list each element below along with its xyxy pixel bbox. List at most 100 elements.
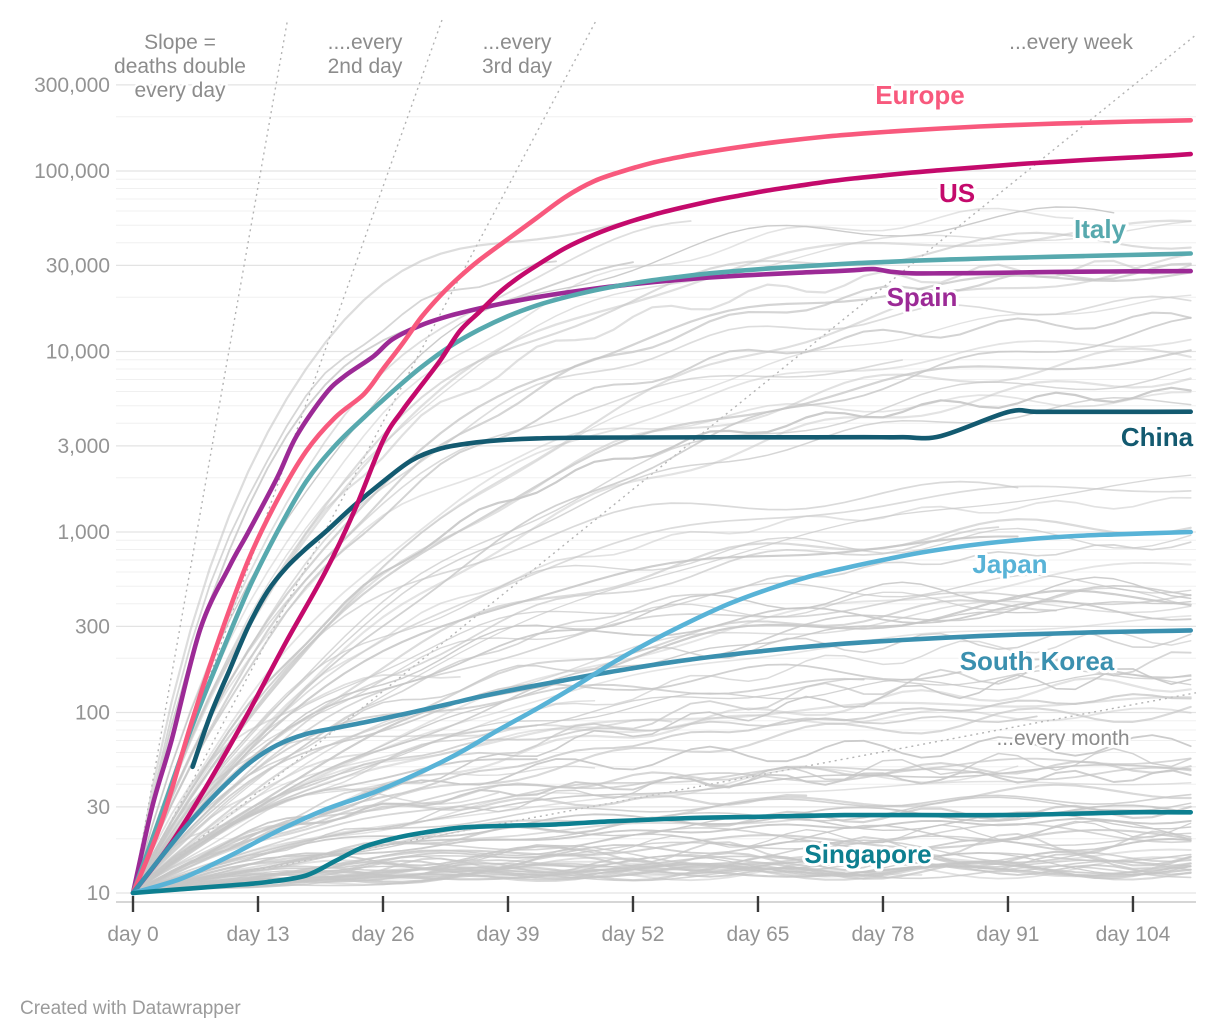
guide-double-every-day <box>132 19 289 894</box>
background-country-line <box>132 668 1192 894</box>
background-country-line <box>132 391 1192 894</box>
datawrapper-credit: Created with Datawrapper <box>20 998 241 1019</box>
slope-guides <box>132 19 1197 894</box>
annotation-double-every-3rd-day: ...every 3rd day <box>482 31 553 78</box>
y-tick-label: 300,000 <box>34 74 110 97</box>
y-tick-label: 100,000 <box>34 160 110 183</box>
background-country-line <box>132 845 577 894</box>
background-country-line <box>131 219 1192 895</box>
background-country-line <box>131 705 1192 895</box>
background-country-line <box>132 715 1038 894</box>
background-country-line <box>132 630 1192 894</box>
x-tick-label: day 26 <box>351 923 414 946</box>
background-country-line <box>132 763 1192 894</box>
background-country-line <box>132 860 827 894</box>
y-tick-label: 100 <box>75 702 110 725</box>
x-tick-label: day 91 <box>976 923 1039 946</box>
background-country-line <box>132 574 1192 894</box>
series-line-singapore <box>130 809 1193 896</box>
background-country-line <box>132 561 1192 894</box>
background-country-line <box>132 338 1192 894</box>
main-series <box>130 118 1193 896</box>
background-country-line <box>132 591 1192 894</box>
background-country-line <box>132 823 1192 894</box>
background-country-line <box>132 261 634 894</box>
y-tick-label: 30 <box>87 796 110 819</box>
background-country-line <box>132 527 1192 894</box>
background-country-line <box>132 674 461 894</box>
background-country-line <box>132 397 1192 894</box>
series-labels: Europe US Italy Spain China Japan South Korea S… <box>801 77 1196 872</box>
background-country-line <box>132 206 1115 894</box>
y-tick-label: 3,000 <box>57 435 110 458</box>
background-country-line <box>132 700 596 894</box>
series-label-italy: Italy <box>1074 214 1127 244</box>
background-country-line <box>132 480 1019 894</box>
background-country-line <box>132 651 1192 894</box>
background-country-line <box>132 600 1192 894</box>
series-label-spain: Spain <box>887 282 958 312</box>
background-country-line <box>132 207 1077 894</box>
background-country-line <box>132 658 1192 894</box>
series-label-us: US <box>939 178 975 208</box>
background-country-line <box>132 859 1192 894</box>
background-country-line <box>132 311 1192 894</box>
y-tick-label: 10 <box>87 882 110 905</box>
chart-canvas: 10 30 100 300 1,000 3,000 10,000 30,000 100,000 3… <box>34 19 1197 946</box>
background-country-line <box>131 210 673 895</box>
background-country-line <box>132 860 1192 894</box>
y-tick-label: 30,000 <box>46 254 110 277</box>
background-country-line <box>132 693 1192 894</box>
annotation-double-every-week: ...every week <box>1009 31 1133 54</box>
y-axis: 10 30 100 300 1,000 3,000 10,000 30,000 100,000 3… <box>34 74 110 905</box>
background-country-line <box>132 856 1192 894</box>
series-line-us <box>130 151 1193 896</box>
series-line-china <box>190 407 1193 770</box>
annotation-double-every-2nd-day: ....every 2nd day <box>328 31 403 78</box>
series-line-japan <box>130 529 1193 896</box>
series-label-china: China <box>1121 422 1194 452</box>
background-country-line <box>131 867 923 895</box>
x-tick-label: day 78 <box>851 923 914 946</box>
background-country-line <box>132 672 1192 894</box>
background-country-line <box>131 253 1192 895</box>
background-country-line <box>131 760 1192 895</box>
background-country-line <box>132 220 1192 894</box>
background-country-line <box>132 367 1192 894</box>
background-country-line <box>132 820 1192 894</box>
series-label-singapore: Singapore <box>804 839 931 869</box>
series-line-italy <box>130 251 1193 896</box>
background-country-line <box>132 796 1192 894</box>
x-tick-label: day 104 <box>1096 923 1171 946</box>
series-label-europe: Europe <box>875 80 965 110</box>
y-tick-label: 300 <box>75 615 110 638</box>
background-country-line <box>132 496 1192 894</box>
x-tick-label: day 0 <box>107 923 158 946</box>
x-tick-label: day 13 <box>226 923 289 946</box>
background-country-line <box>132 599 1057 894</box>
background-country-line <box>131 535 1019 895</box>
background-country-line <box>132 474 1192 894</box>
background-country-line <box>132 587 1192 894</box>
slope-annotations: Slope = deaths double every day ....every 2n… <box>112 29 1136 753</box>
background-country-line <box>132 765 1019 894</box>
x-tick-label: day 39 <box>476 923 539 946</box>
guide-double-every-3rd-day <box>132 19 598 894</box>
y-tick-label: 1,000 <box>57 521 110 544</box>
background-country-line <box>132 837 1192 894</box>
background-country-line <box>132 260 557 894</box>
x-tick-label: day 52 <box>601 923 664 946</box>
background-country-line <box>132 677 865 894</box>
series-label-south-korea: South Korea <box>960 646 1115 676</box>
background-country-line <box>131 386 1192 895</box>
series-line-europe <box>130 118 1193 896</box>
background-country-line <box>132 316 1192 894</box>
background-country-line <box>132 788 500 894</box>
series-line-south-korea <box>130 628 1193 896</box>
background-country-line <box>131 231 1192 895</box>
annotation-double-every-day: Slope = deaths double every day <box>114 31 246 102</box>
x-tick-label: day 65 <box>726 923 789 946</box>
series-label-japan: Japan <box>972 549 1047 579</box>
background-country-line <box>131 589 1192 895</box>
